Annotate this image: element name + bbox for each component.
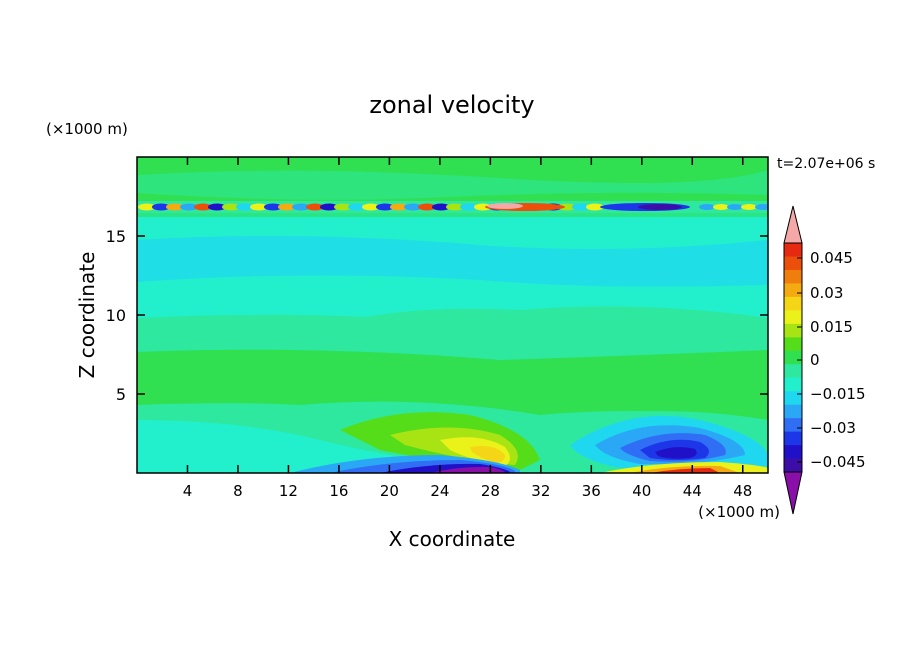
upper-band-cell: [320, 203, 338, 211]
upper-band-cell: [208, 203, 226, 211]
colorbar-label: 0.045: [810, 249, 853, 267]
x-unit-label: (×1000 m): [698, 503, 780, 521]
bottom-negative-center: [430, 466, 505, 473]
colorbar-label: 0: [810, 351, 820, 369]
upper-band-cell: [727, 204, 743, 210]
upper-band-cell: [362, 203, 380, 211]
x-axis-label: X coordinate: [389, 527, 516, 551]
colorbar-segment: [784, 323, 802, 338]
colorbar-segment: [784, 364, 802, 379]
colorbar-segment: [784, 404, 802, 419]
cyan-inner-upper: [137, 236, 768, 287]
upper-band-cell: [250, 203, 268, 211]
colorbar-segment: [784, 283, 802, 298]
green-band-mid: [137, 349, 768, 420]
upper-band-cell: [699, 204, 715, 210]
colorbar: 0.045 0.03 0.015 0 −0.015 −0.03 −0.045: [783, 205, 866, 515]
x-tick-label: 20: [380, 482, 399, 500]
contour-field: [137, 157, 768, 473]
y-axis-label: Z coordinate: [75, 252, 99, 379]
upper-green-texture: [137, 170, 768, 200]
chart-title: zonal velocity: [369, 91, 534, 119]
y-unit-label: (×1000 m): [46, 120, 128, 138]
time-label: t=2.07e+06 s: [777, 156, 875, 172]
colorbar-label: −0.015: [810, 385, 866, 403]
upper-band-cell: [180, 203, 198, 211]
upper-band-cell: [460, 203, 478, 211]
bottom-positive-core: [650, 468, 720, 473]
negative-lobe-center: [655, 447, 697, 459]
colorbar-segment: [784, 269, 802, 284]
colorbar-segment: [784, 431, 802, 446]
upper-band-cell: [741, 204, 757, 210]
upper-band-cell: [390, 203, 408, 211]
x-tick-label: 32: [531, 482, 550, 500]
upper-band-cell: [446, 203, 464, 211]
upper-band-cell: [432, 203, 450, 211]
upper-band-cell: [755, 204, 768, 210]
colorbar-segment: [784, 458, 802, 473]
upper-band-cell: [194, 203, 212, 211]
upper-band-cell: [474, 203, 492, 211]
upper-band-cell: [713, 204, 729, 210]
teal-band-mid: [137, 314, 768, 352]
x-tick-label: 16: [329, 482, 348, 500]
upper-band-cell: [418, 203, 436, 211]
upper-band-negative-peak: [638, 204, 682, 210]
colorbar-segment: [784, 377, 802, 392]
upper-band-cell: [404, 203, 422, 211]
colorbar-segment: [784, 418, 802, 432]
x-tick-label: 48: [733, 482, 752, 500]
colorbar-label: −0.045: [810, 453, 866, 471]
positive-lobe-core: [470, 446, 505, 463]
colorbar-label: −0.03: [810, 419, 856, 437]
colorbar-extend-max: [783, 205, 803, 244]
colorbar-label: 0.015: [810, 318, 853, 336]
x-tick-label: 40: [632, 482, 651, 500]
colorbar-segment: [784, 350, 802, 365]
upper-band-cell: [264, 203, 282, 211]
upper-band-cell: [334, 203, 352, 211]
cyan-band-lower: [137, 420, 520, 473]
upper-band-cell: [376, 203, 394, 211]
colorbar-segment: [784, 445, 802, 459]
y-axis-ticks: 5 10 15: [106, 227, 768, 404]
colorbar-frame: [783, 242, 803, 473]
x-tick-label: 8: [233, 482, 243, 500]
colorbar-segment: [784, 243, 802, 257]
upper-band-cell: [152, 203, 170, 211]
upper-band-cells: [137, 203, 768, 217]
x-tick-label: 44: [683, 482, 702, 500]
upper-band-cell: [278, 203, 296, 211]
upper-band-positive-peak: [487, 203, 523, 209]
y-tick-label: 10: [106, 306, 126, 325]
x-tick-label: 4: [183, 482, 193, 500]
colorbar-label: 0.03: [810, 284, 843, 302]
colorbar-segment: [784, 296, 802, 311]
upper-band-cell: [558, 203, 576, 211]
upper-band-cell: [292, 203, 310, 211]
y-tick-label: 15: [106, 227, 126, 246]
x-tick-label: 12: [279, 482, 298, 500]
upper-band-edge: [137, 213, 768, 217]
y-tick-label: 5: [116, 385, 126, 404]
upper-band-cell: [348, 203, 366, 211]
upper-band-cell: [166, 203, 184, 211]
colorbar-segment: [784, 310, 802, 325]
upper-band-cell: [236, 203, 254, 211]
x-tick-label: 28: [481, 482, 500, 500]
colorbar-segment: [784, 391, 802, 405]
x-axis-ticks: 4 8 12 16 20 24 28 32 36 40 44 48: [183, 157, 752, 500]
colorbar-segment: [784, 256, 802, 271]
upper-band-cell: [306, 203, 324, 211]
colorbar-extend-min: [783, 471, 803, 515]
upper-band-cell: [572, 203, 590, 211]
upper-band-cell: [222, 203, 240, 211]
x-tick-label: 24: [430, 482, 449, 500]
upper-band-cell: [586, 203, 604, 211]
x-tick-label: 36: [582, 482, 601, 500]
upper-band-cell: [138, 203, 156, 211]
colorbar-segment: [784, 337, 802, 352]
